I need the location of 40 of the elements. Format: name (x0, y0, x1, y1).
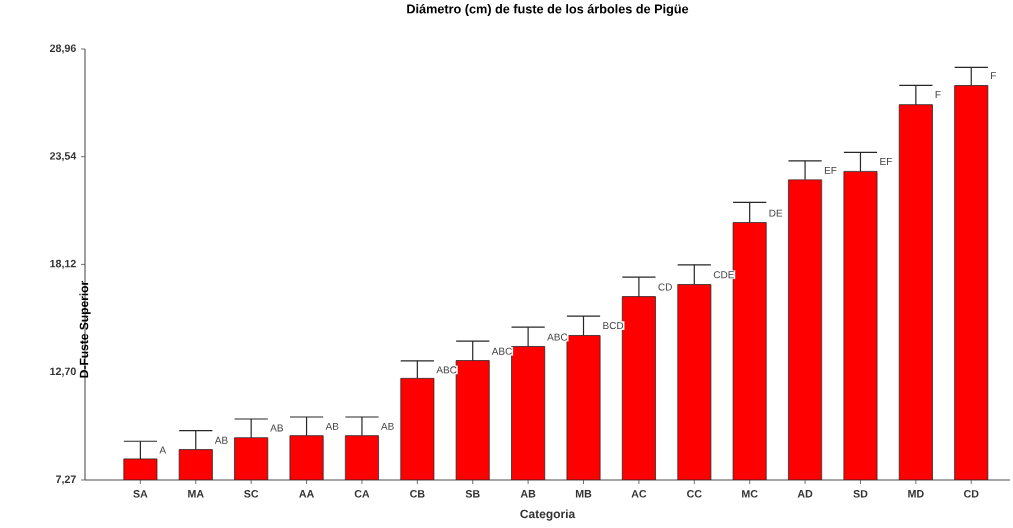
annotation: F (935, 91, 941, 98)
x-tick-label: MD (908, 490, 924, 498)
annotation: CDE (713, 271, 734, 279)
annotation: F (991, 72, 996, 80)
chart-title: Diámetro (cm) de fuste de los árboles de Pigüe (407, 4, 689, 16)
y-tick-label: 12,70 (50, 367, 76, 377)
y-tick-label: 7,27 (55, 475, 76, 485)
x-tick-label: CC (687, 490, 702, 498)
annotation: AB (270, 424, 284, 432)
x-tick-label: AA (299, 490, 314, 498)
annotation: CD (658, 283, 672, 291)
annotation: ABC (491, 347, 512, 355)
x-axis-title: Categoria (520, 509, 576, 521)
y-tick-label: 23,54 (49, 152, 77, 162)
x-tick-label: AD (797, 490, 813, 498)
y-tick-label: 18,12 (50, 259, 76, 269)
annotation: DE (769, 209, 783, 217)
annotation: A (159, 446, 167, 454)
annotation: EF (880, 158, 892, 165)
x-tick-label: MA (188, 490, 204, 498)
x-tick-label: SD (853, 490, 868, 498)
annotation: ABC (547, 333, 568, 341)
x-tick-label: MB (575, 490, 592, 498)
x-tick-label: SB (465, 490, 480, 498)
x-tick-label: AC (631, 490, 647, 498)
x-tick-label: CD (963, 490, 979, 498)
annotation: AB (325, 422, 339, 430)
x-tick-label: CB (410, 490, 425, 498)
annotation: AB (214, 436, 228, 444)
x-tick-label: CA (354, 490, 370, 498)
x-tick-label: SA (133, 490, 148, 498)
annotation: ABC (436, 366, 457, 374)
annotation: AB (380, 422, 394, 430)
x-tick-label: MC (742, 490, 758, 498)
annotation: BCD (603, 322, 624, 330)
annotation: EF (824, 166, 837, 174)
x-tick-label: SC (244, 490, 259, 498)
x-tick-label: AB (520, 490, 536, 498)
y-axis-title: D-Fuste Superior (79, 281, 91, 378)
y-tick-label: 28,96 (49, 44, 76, 54)
